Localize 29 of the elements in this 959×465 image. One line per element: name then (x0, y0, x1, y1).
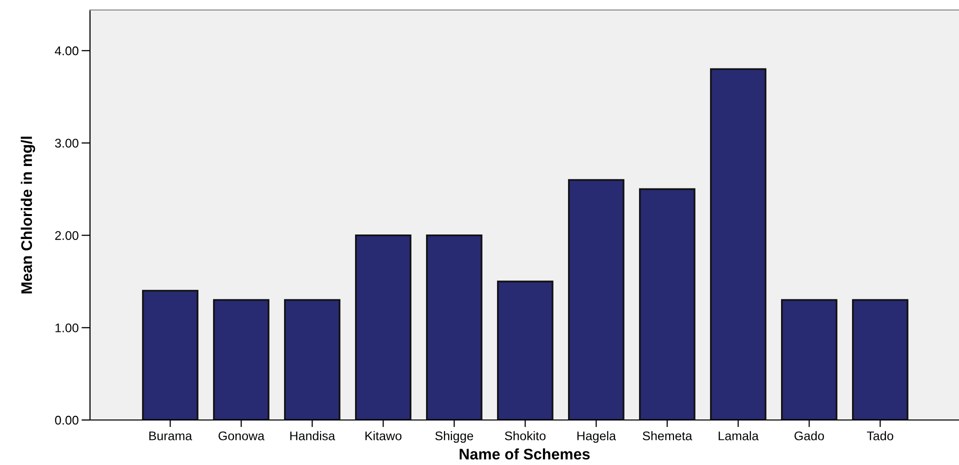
x-tick-label: Gado (794, 431, 824, 440)
y-tick-label: 4.00 (54, 46, 78, 56)
y-tick-label: 2.00 (55, 231, 78, 240)
bar (426, 234, 482, 420)
x-tick-label: Lamala (718, 431, 759, 440)
x-tick-label: Burama (149, 432, 192, 440)
bar (355, 234, 412, 420)
y-tick-label: 3.00 (55, 138, 78, 148)
bar (284, 299, 340, 420)
y-tick-label: 1.00 (56, 323, 78, 332)
x-tick-label: Shigge (435, 431, 474, 443)
bar (497, 280, 554, 420)
x-axis-title: Name of Schemes (460, 448, 590, 460)
x-tick-label: Shokito (504, 431, 546, 440)
bar (781, 299, 838, 420)
x-tick-label: Kitawo (365, 431, 402, 440)
x-tick-label: Shemeta (642, 431, 692, 440)
bar (142, 290, 198, 420)
bar (639, 188, 696, 420)
x-tick-label: Hagela (577, 431, 616, 443)
y-tick-label: 0.00 (55, 416, 78, 425)
x-tick-label: Gonowa (218, 431, 265, 440)
y-axis-title: Mean Chloride in mg/l (20, 136, 36, 294)
bar (710, 68, 766, 420)
x-tick-label: Handisa (290, 431, 336, 440)
x-tick-label: Tado (866, 431, 894, 440)
bar (213, 299, 270, 420)
bar (852, 299, 908, 420)
bar (568, 179, 624, 420)
